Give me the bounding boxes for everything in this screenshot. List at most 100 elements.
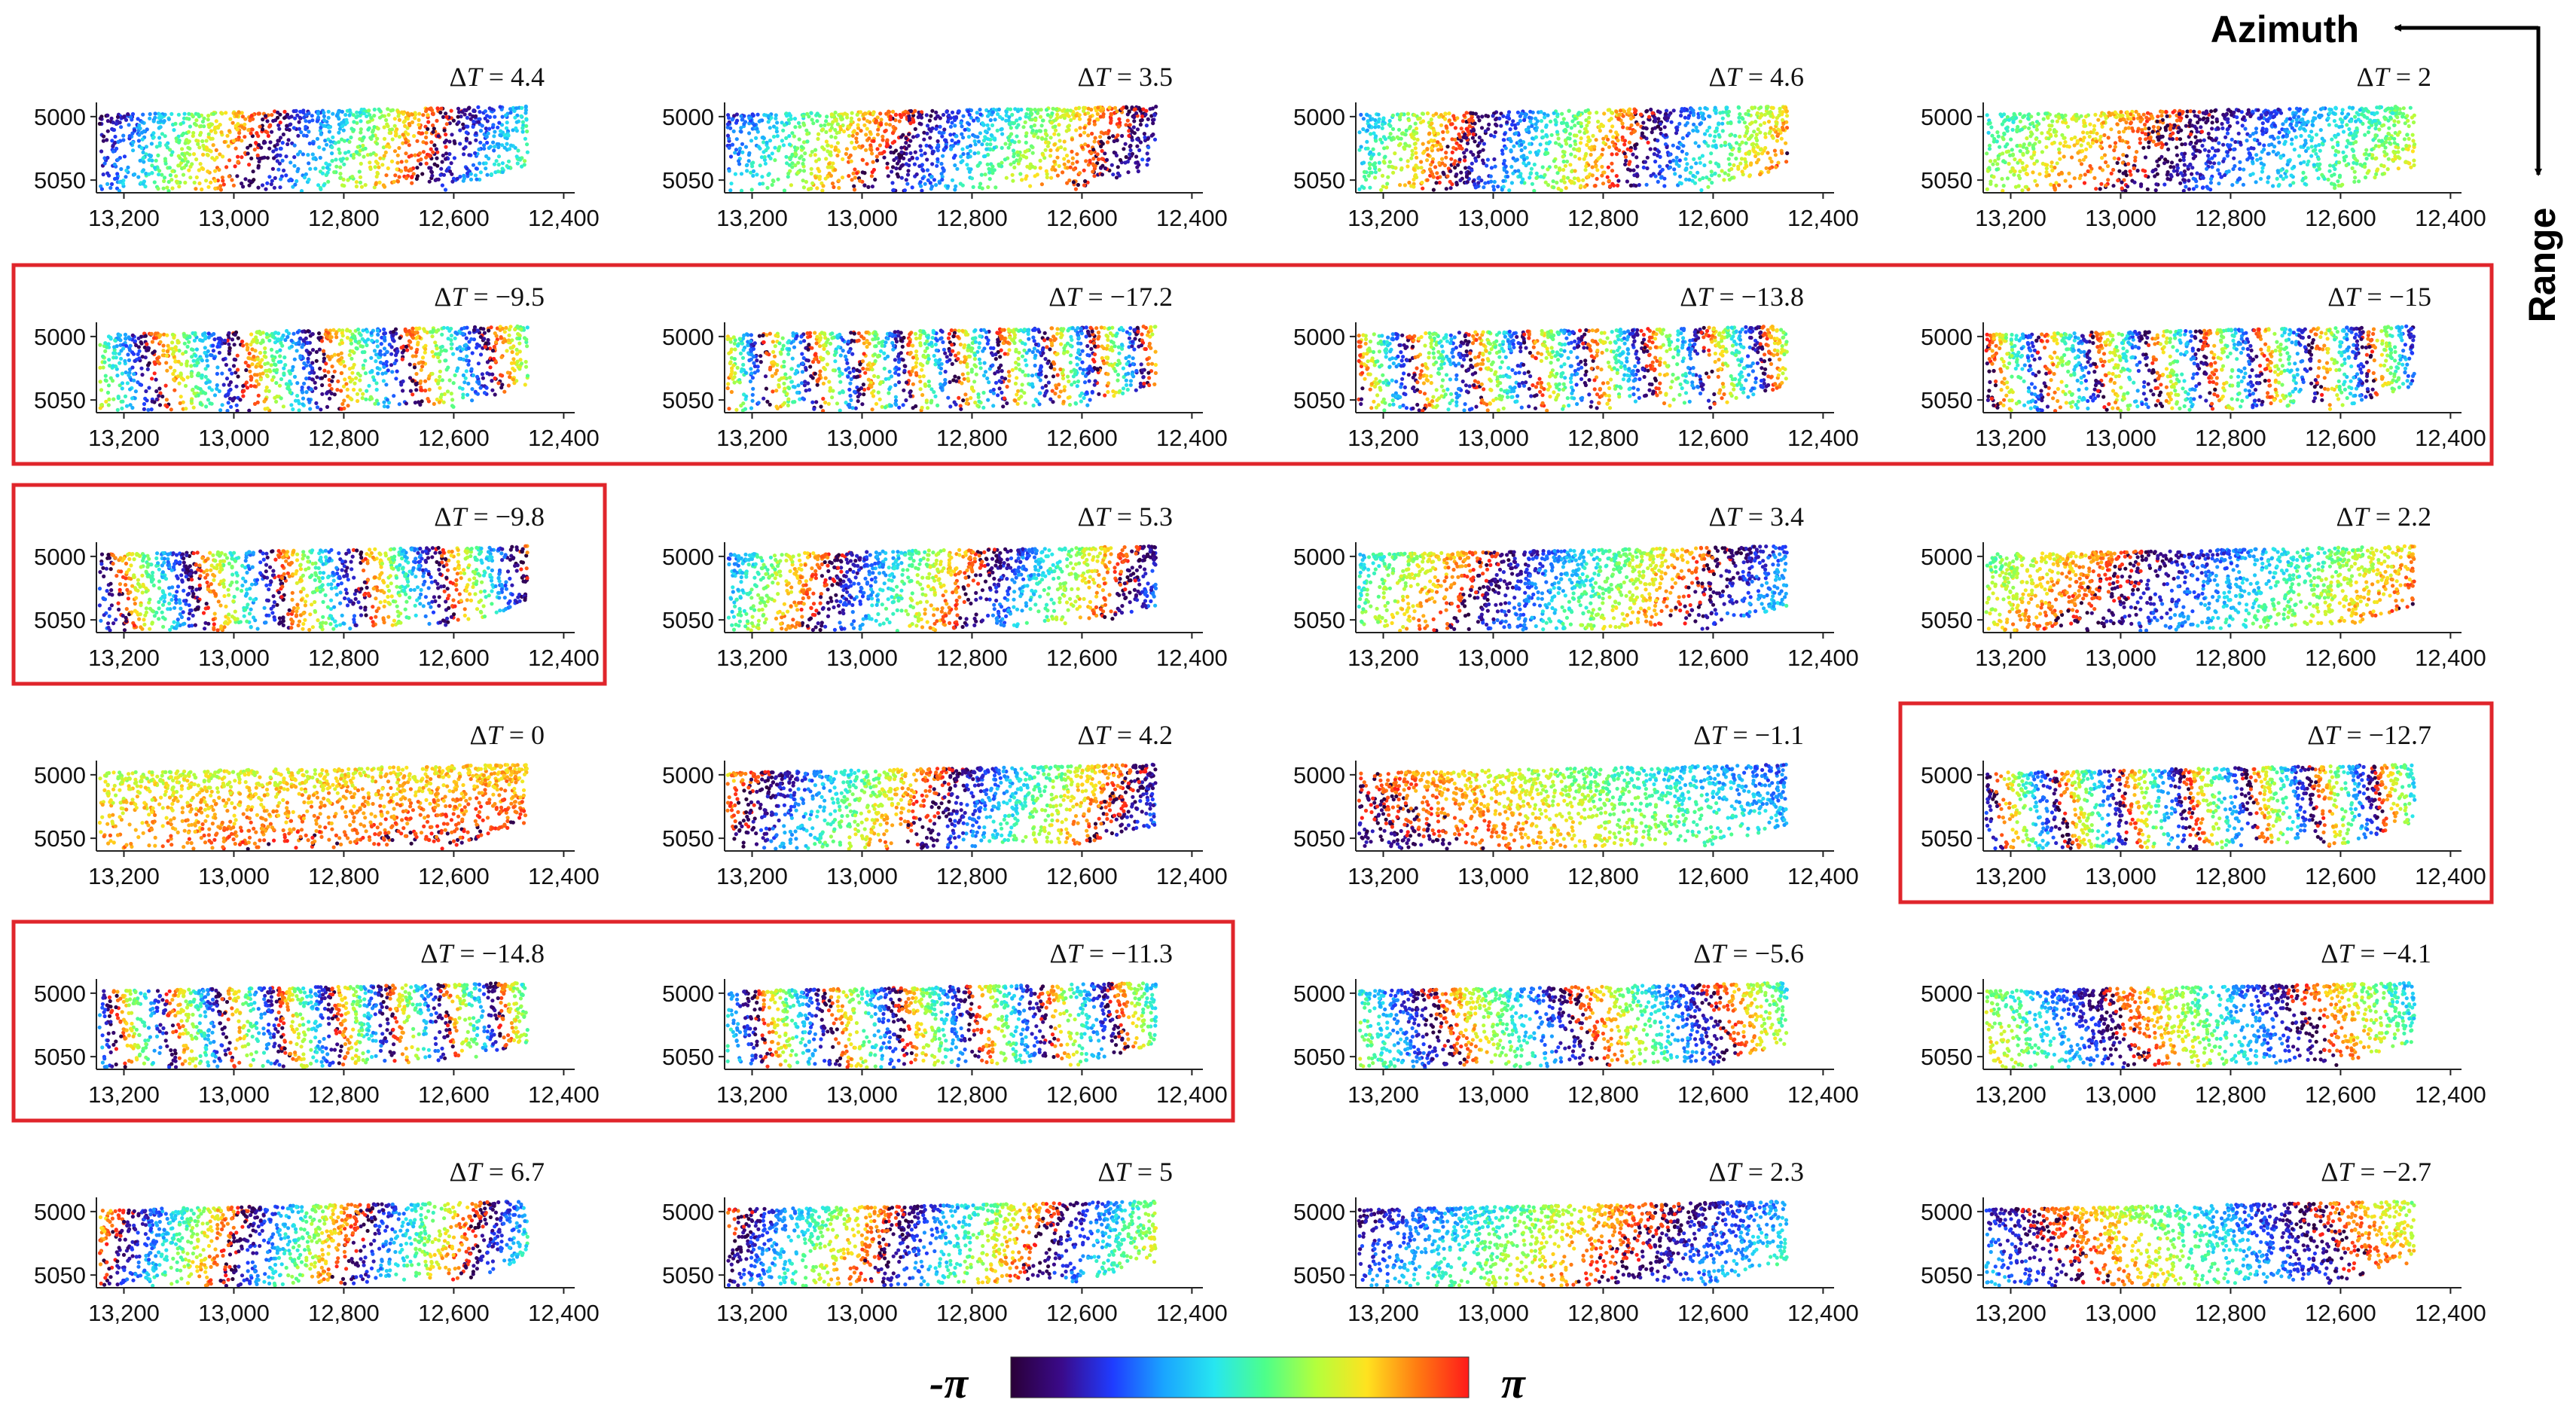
phase-point bbox=[2188, 109, 2193, 114]
phase-point bbox=[966, 155, 970, 160]
phase-point bbox=[1785, 151, 1790, 156]
phase-point bbox=[854, 171, 859, 175]
phase-point bbox=[1112, 139, 1116, 144]
panel-2: 13,200 13,000 12,800 12,600 12,40050005050ΔT… bbox=[662, 62, 1228, 231]
phase-point bbox=[1082, 183, 1087, 188]
phase-point bbox=[249, 131, 253, 136]
phase-point bbox=[972, 118, 976, 123]
phase-point bbox=[1467, 171, 1472, 175]
phase-point bbox=[285, 124, 289, 128]
phase-point bbox=[2098, 134, 2103, 139]
phase-point bbox=[252, 178, 256, 182]
phase-point bbox=[960, 159, 965, 163]
phase-point bbox=[444, 122, 449, 127]
phase-point bbox=[105, 129, 110, 133]
phase-point bbox=[1134, 111, 1139, 115]
phase-point bbox=[915, 156, 920, 160]
phase-point bbox=[141, 168, 146, 172]
phase-point bbox=[1000, 145, 1004, 150]
phase-point bbox=[499, 123, 505, 127]
phase-point bbox=[1534, 171, 1539, 175]
phase-point bbox=[1660, 167, 1665, 172]
phase-point bbox=[980, 121, 984, 126]
phase-point bbox=[2098, 187, 2102, 191]
phase-point bbox=[1611, 135, 1616, 139]
phase-point bbox=[1664, 133, 1668, 137]
phase-point bbox=[771, 178, 775, 183]
phase-point bbox=[922, 137, 926, 142]
phase-point bbox=[359, 107, 364, 112]
phase-point bbox=[2397, 130, 2402, 135]
phase-point bbox=[787, 142, 792, 147]
phase-point bbox=[326, 125, 331, 130]
phase-point bbox=[1445, 174, 1450, 178]
phase-point bbox=[2082, 136, 2086, 140]
phase-point bbox=[835, 153, 840, 158]
phase-point bbox=[2178, 118, 2183, 123]
phase-point bbox=[1454, 141, 1459, 145]
phase-point bbox=[894, 156, 899, 160]
phase-point bbox=[2277, 140, 2281, 145]
phase-point bbox=[369, 115, 374, 120]
phase-point bbox=[893, 112, 898, 117]
phase-point bbox=[890, 141, 895, 145]
phase-point bbox=[1380, 126, 1384, 130]
phase-point bbox=[187, 168, 191, 172]
phase-point bbox=[2153, 174, 2157, 178]
phase-point bbox=[374, 182, 378, 187]
phase-point bbox=[141, 112, 145, 117]
phase-point bbox=[774, 126, 779, 130]
phase-point bbox=[1725, 105, 1729, 110]
phase-point bbox=[170, 186, 175, 191]
phase-point bbox=[1642, 135, 1647, 139]
phase-point bbox=[2067, 145, 2071, 149]
phase-point bbox=[1543, 115, 1547, 120]
phase-point bbox=[102, 156, 107, 160]
phase-point bbox=[1088, 158, 1092, 163]
phase-point bbox=[2005, 176, 2010, 181]
phase-point bbox=[1099, 144, 1103, 148]
phase-point bbox=[2316, 176, 2321, 181]
phase-point bbox=[523, 159, 527, 163]
phase-point bbox=[2362, 114, 2367, 119]
phase-point bbox=[276, 115, 280, 120]
phase-point bbox=[2147, 127, 2151, 131]
phase-point bbox=[907, 116, 911, 120]
phase-point bbox=[1589, 148, 1594, 152]
phase-point bbox=[248, 143, 253, 148]
phase-point bbox=[948, 133, 953, 137]
x-tick-label: 13,000 bbox=[198, 205, 270, 231]
phase-point bbox=[304, 172, 308, 176]
phase-point bbox=[979, 172, 984, 177]
phase-point bbox=[487, 145, 491, 151]
phase-point bbox=[821, 184, 826, 188]
phase-point bbox=[255, 131, 259, 136]
phase-point bbox=[882, 155, 887, 160]
phase-point bbox=[1679, 113, 1683, 118]
phase-point bbox=[1399, 166, 1404, 170]
phase-point bbox=[2206, 154, 2211, 158]
phase-point bbox=[2220, 121, 2224, 127]
phase-point bbox=[2299, 133, 2303, 139]
phase-point bbox=[339, 159, 344, 163]
phase-point bbox=[1445, 130, 1450, 134]
phase-point bbox=[472, 108, 476, 113]
phase-point bbox=[1096, 105, 1100, 110]
phase-point bbox=[511, 128, 515, 133]
phase-point bbox=[1629, 131, 1634, 136]
phase-point bbox=[368, 160, 372, 165]
phase-point bbox=[755, 172, 759, 177]
phase-point bbox=[2394, 145, 2398, 149]
phase-point bbox=[1376, 124, 1381, 129]
phase-point bbox=[955, 166, 960, 171]
phase-point bbox=[292, 143, 297, 148]
phase-point bbox=[2310, 123, 2315, 127]
phase-point bbox=[1122, 147, 1126, 151]
phase-point bbox=[1041, 153, 1045, 157]
phase-point bbox=[2412, 113, 2416, 117]
phase-point bbox=[1669, 120, 1674, 124]
phase-point bbox=[1698, 122, 1702, 127]
phase-point bbox=[1733, 133, 1738, 138]
phase-point bbox=[1572, 176, 1576, 181]
phase-point bbox=[2254, 153, 2259, 157]
